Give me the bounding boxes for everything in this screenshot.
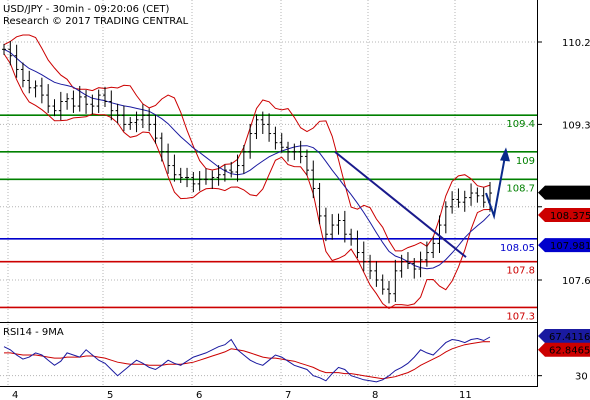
chart-title: USD/JPY - 30min - 09:20:06 (CET): [3, 4, 170, 15]
bollinger-lower: [3, 53, 491, 310]
level-label: 107.8: [506, 266, 535, 277]
rsi-badge: [538, 329, 590, 344]
projection-path: [485, 156, 506, 220]
time-label: 8: [372, 390, 378, 400]
price-tick-label: 109.3: [562, 120, 590, 131]
price-badge: [538, 238, 590, 253]
rsi-ma-line: [4, 341, 491, 380]
level-label: 107.3: [506, 311, 535, 322]
time-label: 6: [196, 390, 202, 400]
time-axis-labels: 4 5 6 7 8 11: [12, 390, 472, 400]
bollinger-upper: [3, 34, 491, 252]
rsi-tick-label: 30: [575, 372, 588, 383]
time-label: 5: [107, 390, 113, 400]
drawings: [334, 147, 510, 258]
price-badge-label: 107.981: [550, 241, 590, 252]
price-badges: 108.554 108.375 107.981: [538, 185, 590, 253]
rsi-badge: [538, 342, 590, 357]
projection-arrowhead: [500, 147, 510, 162]
price-badge-label: 108.375: [550, 211, 590, 222]
time-label: 7: [285, 390, 291, 400]
price-tick-label: 107.6: [562, 276, 590, 287]
level-label: 108.05: [500, 243, 535, 254]
price-badge: [538, 185, 590, 200]
copyright-line: Research © 2017 TRADING CENTRAL: [3, 16, 189, 27]
moving-average: [3, 48, 491, 270]
rsi-line: [3, 336, 491, 383]
price-axis-ticks: 110.2 109.3 107.6: [537, 38, 590, 287]
price-badge-label: 108.554: [550, 189, 590, 200]
indicator-overlays: [3, 34, 491, 310]
level-label: 109: [516, 156, 535, 167]
price-badge: [538, 208, 590, 223]
downtrend-line: [334, 151, 467, 258]
price-tick-label: 110.2: [562, 38, 590, 49]
rsi-badge-label: 67.4116: [549, 332, 590, 343]
level-label: 109.4: [506, 119, 535, 130]
rsi-title: RSI14 - 9MA: [3, 327, 64, 338]
level-label: 108.7: [506, 183, 535, 194]
rsi-panel: 30 67.4116 62.8465: [0, 329, 590, 383]
time-label: 4: [12, 390, 18, 400]
support-resistance-levels: 109.4 109 108.7 108.05 107.8 107.3: [0, 114, 537, 322]
time-label: 11: [459, 390, 472, 400]
rsi-badge-label: 62.8465: [549, 346, 590, 357]
